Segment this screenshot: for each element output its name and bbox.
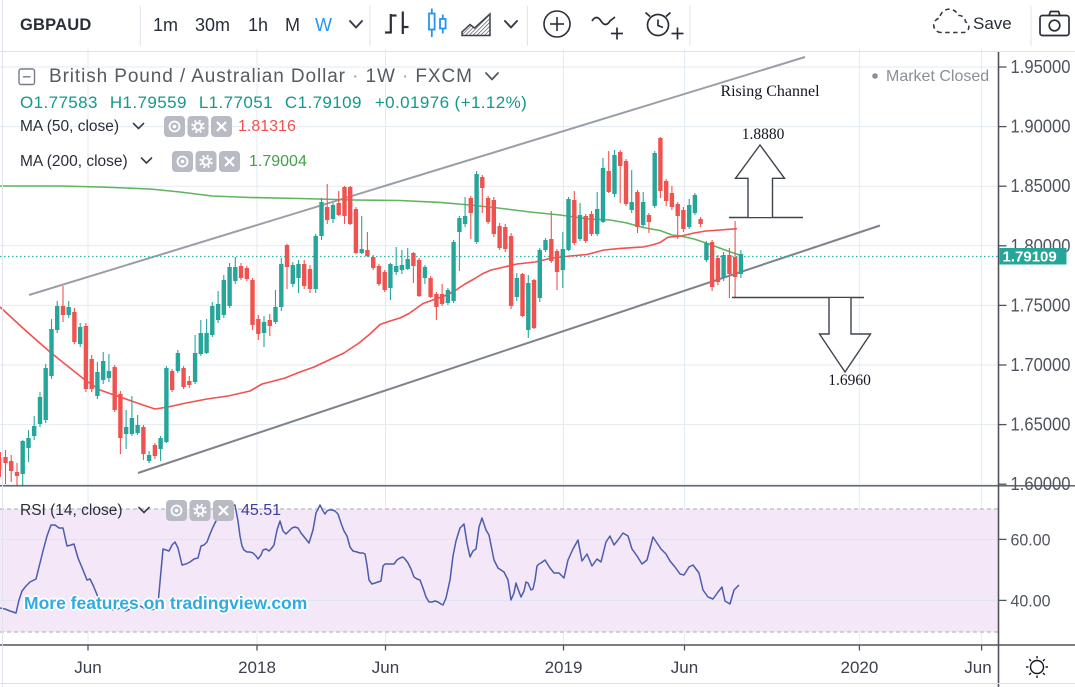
svg-text:Rising Channel: Rising Channel bbox=[720, 83, 820, 100]
svg-text:2019: 2019 bbox=[545, 658, 583, 677]
svg-text:1.75000: 1.75000 bbox=[1011, 294, 1071, 315]
svg-text:1.65000: 1.65000 bbox=[1011, 414, 1071, 435]
svg-text:Jun: Jun bbox=[964, 658, 991, 677]
svg-text:Jun: Jun bbox=[372, 658, 399, 677]
svg-text:2020: 2020 bbox=[840, 658, 878, 677]
svg-text:Jun: Jun bbox=[671, 658, 698, 677]
svg-text:40.00: 40.00 bbox=[1011, 591, 1051, 610]
svg-text:1.8880: 1.8880 bbox=[742, 126, 785, 143]
svg-text:2018: 2018 bbox=[238, 658, 276, 677]
svg-text:1.6960: 1.6960 bbox=[828, 372, 871, 389]
svg-text:1.79109: 1.79109 bbox=[1003, 249, 1057, 266]
svg-text:1.85000: 1.85000 bbox=[1011, 175, 1071, 196]
svg-text:1.70000: 1.70000 bbox=[1011, 354, 1071, 375]
svg-text:1.60000: 1.60000 bbox=[1011, 473, 1071, 494]
svg-text:Jun: Jun bbox=[74, 658, 101, 677]
svg-text:1.95000: 1.95000 bbox=[1011, 56, 1071, 77]
svg-text:1.90000: 1.90000 bbox=[1011, 116, 1071, 137]
svg-text:60.00: 60.00 bbox=[1011, 530, 1051, 549]
